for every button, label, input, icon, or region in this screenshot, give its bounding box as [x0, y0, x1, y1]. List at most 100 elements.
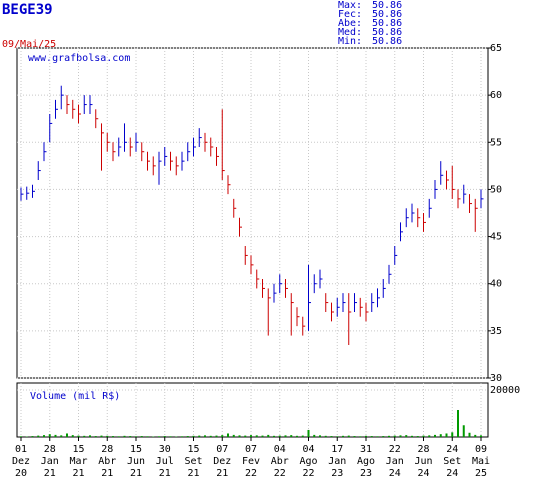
x-tick-label: 07: [245, 444, 257, 455]
x-tick-label: Mai: [472, 456, 490, 467]
x-tick-label: 21: [72, 468, 84, 479]
watermark: www.grafbolsa.com: [28, 53, 130, 64]
stat-label: Max:: [338, 0, 362, 11]
volume-bar: [238, 435, 241, 437]
title: BEGE39: [2, 2, 53, 18]
x-tick-label: Jun: [127, 456, 145, 467]
x-tick-label: 22: [245, 468, 257, 479]
y-tick-label: 60: [490, 90, 502, 101]
volume-bar: [382, 436, 385, 437]
volume-bar: [457, 410, 459, 437]
volume-bar: [468, 432, 471, 437]
x-tick-label: 31: [360, 444, 372, 455]
volume-bar: [324, 435, 327, 437]
x-tick-label: Mar: [69, 456, 87, 467]
volume-bar: [359, 436, 362, 437]
stat-value: 50.86: [372, 27, 402, 38]
x-tick-label: 07: [216, 444, 228, 455]
volume-bar: [261, 435, 264, 437]
x-tick-label: 04: [302, 444, 314, 455]
x-tick-label: Ago: [357, 456, 375, 467]
x-tick-label: 24: [446, 468, 458, 479]
volume-bar: [445, 433, 448, 437]
x-tick-label: 28: [417, 444, 429, 455]
x-tick-label: Ago: [299, 456, 317, 467]
x-tick-label: 24: [417, 468, 429, 479]
volume-bar: [353, 436, 356, 437]
volume-bar: [186, 436, 189, 437]
volume-bar: [411, 435, 413, 437]
volume-bar: [255, 435, 258, 437]
volume-bar: [399, 435, 402, 437]
volume-bar: [31, 436, 34, 437]
volume-bar: [140, 436, 143, 437]
volume-bar: [89, 435, 91, 437]
y-tick-label: 55: [490, 137, 502, 148]
x-tick-label: 17: [331, 444, 343, 455]
x-tick-label: 25: [475, 468, 487, 479]
volume-bar: [267, 434, 270, 437]
volume-bar: [100, 435, 103, 437]
volume-bar: [192, 435, 195, 437]
volume-bar: [388, 435, 390, 437]
y-tick-label: 20000: [490, 385, 520, 396]
stat-value: 50.86: [372, 0, 402, 11]
volume-bar: [158, 436, 160, 437]
x-tick-label: Jan: [41, 456, 59, 467]
x-tick-label: 21: [187, 468, 199, 479]
stat-value: 50.86: [372, 36, 402, 47]
volume-bar: [77, 435, 80, 437]
x-tick-label: 21: [216, 468, 228, 479]
x-tick-label: Jan: [386, 456, 404, 467]
volume-bar: [439, 434, 442, 437]
y-tick-label: 45: [490, 232, 502, 243]
stat-value: 50.86: [372, 9, 402, 20]
stat-value: 50.86: [372, 18, 402, 29]
volume-bar: [135, 436, 137, 437]
volume-bar: [462, 425, 465, 437]
x-tick-label: 24: [389, 468, 401, 479]
stat-label: Min:: [338, 36, 362, 47]
volume-bar: [106, 435, 109, 437]
volume-frame: [16, 382, 489, 438]
y-tick-label: 30: [490, 373, 502, 384]
x-tick-label: 04: [274, 444, 286, 455]
volume-bar: [273, 435, 275, 437]
x-tick-label: 21: [44, 468, 56, 479]
x-tick-label: 09: [475, 444, 487, 455]
volume-bar: [376, 436, 379, 437]
volume-bar: [393, 435, 396, 437]
x-tick-label: 22: [389, 444, 401, 455]
date: 09/Mai/25: [2, 39, 56, 50]
x-tick-label: 28: [44, 444, 56, 455]
x-tick-label: 22: [302, 468, 314, 479]
x-tick-label: Abr: [98, 456, 116, 467]
volume-bar: [37, 435, 40, 437]
plot-frame: [16, 47, 489, 379]
volume-bar: [198, 435, 201, 437]
x-tick-label: 15: [130, 444, 142, 455]
volume-bar: [204, 435, 206, 437]
volume-bar: [428, 435, 431, 437]
y-tick-label: 50: [490, 184, 502, 195]
volume-label: Volume (mil R$): [30, 391, 120, 402]
x-tick-label: Jun: [414, 456, 432, 467]
volume-bar: [48, 434, 51, 437]
volume-bar: [227, 433, 229, 437]
stat-label: Fec:: [338, 9, 362, 20]
volume-bar: [221, 435, 224, 437]
volume-bar: [284, 435, 287, 437]
volume-bar: [451, 432, 454, 437]
volume-bar: [296, 435, 298, 437]
x-tick-label: Fev: [242, 456, 260, 467]
volume-bar: [416, 436, 419, 437]
x-tick-label: 30: [159, 444, 171, 455]
volume-bar: [20, 436, 22, 437]
x-tick-label: 28: [101, 444, 113, 455]
volume-bar: [405, 435, 408, 437]
x-tick-label: Jan: [328, 456, 346, 467]
volume-bar: [43, 435, 45, 437]
x-tick-label: Dez: [213, 456, 231, 467]
volume-bar: [290, 435, 293, 437]
volume-bar: [313, 434, 316, 437]
